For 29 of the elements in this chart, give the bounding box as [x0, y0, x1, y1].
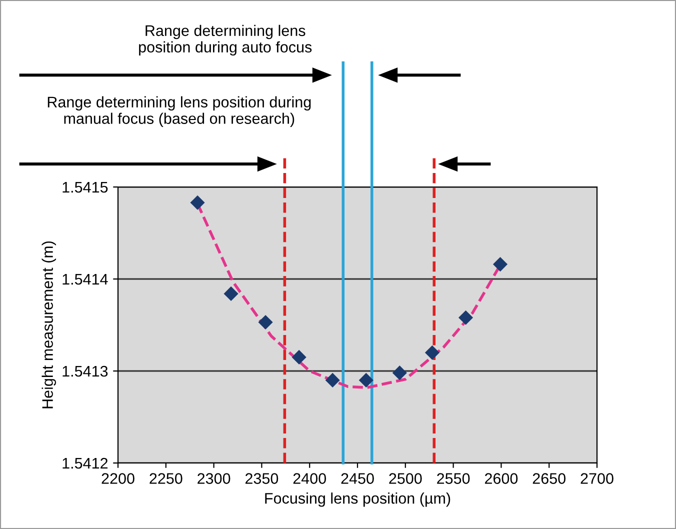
x-tick-label: 2600 — [484, 473, 518, 484]
x-tick-label: 2300 — [198, 473, 230, 484]
point — [358, 372, 374, 388]
y-tick-label: 1.5415 — [62, 182, 108, 193]
y-axis-title: Height measurement (m) — [42, 241, 56, 408]
point — [224, 286, 238, 302]
x-tick-label: 2700 — [580, 473, 614, 484]
point — [424, 345, 440, 360]
point — [392, 366, 407, 380]
y-tick-label: 1.5413 — [62, 366, 108, 377]
x-tick-label: 2350 — [245, 473, 278, 484]
point — [190, 195, 205, 210]
point — [325, 372, 340, 388]
point — [492, 256, 508, 272]
text: Range determining lens position during auto focus — [139, 24, 312, 56]
point — [458, 310, 474, 325]
y-tick-label: 1.5412 — [62, 458, 108, 469]
x-tick-label: 2400 — [293, 473, 326, 484]
point — [258, 314, 273, 330]
text: Range determining lens position during manual focus (based on research) — [48, 96, 311, 127]
point — [292, 350, 306, 364]
x-tick-label: 2550 — [437, 473, 470, 484]
y-tick-label: 1.5414 — [62, 274, 108, 285]
x-tick-label: 2500 — [389, 473, 422, 484]
x-tick-label: 2250 — [150, 473, 182, 484]
x-axis-title: Focusing lens position (µm) — [265, 492, 450, 507]
x-tick-label: 2200 — [102, 473, 134, 484]
x-tick-label: 2650 — [532, 473, 566, 484]
x-tick-label: 2450 — [341, 473, 374, 484]
